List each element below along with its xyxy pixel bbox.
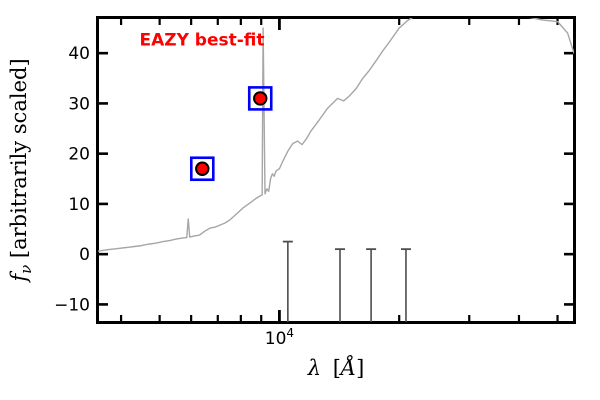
y-axis-symbol: f — [7, 271, 31, 284]
selection-box[interactable] — [247, 86, 273, 111]
y-tick-label: −10 — [54, 295, 90, 315]
filter-bandpass-markers — [282, 240, 411, 322]
photometry-points — [195, 91, 268, 176]
axes-frame — [96, 16, 576, 324]
y-axis-ticks — [98, 51, 574, 306]
selection-boxes — [189, 86, 273, 182]
svg-text:fν [arbitrarily scaled]: fν [arbitrarily scaled] — [7, 58, 35, 283]
y-tick-label: 20 — [68, 145, 90, 165]
y-axis-title: fν [arbitrarily scaled] — [7, 58, 35, 283]
x-tick-label: 104 — [265, 326, 294, 349]
y-tick-label: 10 — [68, 195, 90, 215]
eazy-best-fit-label: EAZY best-fit — [139, 31, 264, 51]
y-axis-subscript: ν — [17, 265, 35, 274]
y-axis-unit: [arbitrarily scaled] — [7, 58, 31, 264]
y-tick-label: 40 — [68, 44, 90, 64]
y-tick-label: 0 — [79, 245, 90, 265]
y-axis-tick-labels: −10 0 10 20 30 40 — [54, 44, 90, 315]
y-tick-label: 30 — [68, 94, 90, 114]
photometry-point[interactable] — [253, 91, 268, 106]
photometry-point[interactable] — [195, 161, 210, 176]
svg-text:λ [Å]: λ [Å] — [307, 355, 365, 380]
x-axis-unit: [ — [326, 356, 341, 380]
spectrum-line — [98, 18, 574, 252]
x-axis-title: λ [Å] — [307, 355, 365, 380]
x-axis-tick-labels: 104 — [265, 326, 294, 349]
selection-box[interactable] — [189, 156, 215, 182]
x-axis-minor-ticks — [119, 18, 559, 322]
x-axis-symbol: λ — [307, 356, 321, 380]
